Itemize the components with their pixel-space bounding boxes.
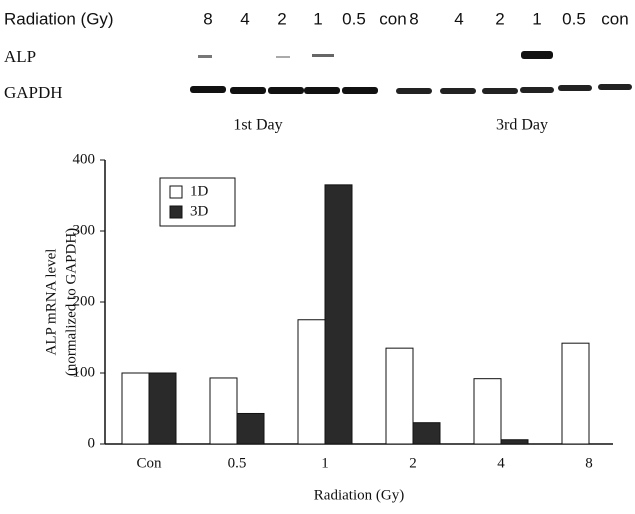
bar <box>474 379 501 444</box>
lane-label: 0.5 <box>562 9 586 28</box>
x-tick-label: 8 <box>585 455 593 471</box>
blot-row-title: Radiation (Gy) <box>4 9 114 28</box>
x-tick-label: 1 <box>321 455 329 471</box>
x-axis-label: Radiation (Gy) <box>314 487 404 503</box>
lane-label: 4 <box>454 9 463 28</box>
lane-label: 8 <box>409 9 418 28</box>
x-tick-label: 4 <box>497 455 505 471</box>
blot-group-label: 1st Day <box>233 117 282 134</box>
y-tick-label: 400 <box>73 151 96 167</box>
bar <box>562 343 589 444</box>
band <box>440 88 476 94</box>
band <box>520 87 554 93</box>
band <box>276 56 290 58</box>
figure: Radiation (Gy) ALP GAPDH 1st Day 3rd Day… <box>0 0 635 514</box>
blot-group-label: 3rd Day <box>496 117 548 134</box>
legend-swatch <box>170 206 182 218</box>
y-axis-label: (normalized to GAPDH) <box>63 228 79 376</box>
band <box>312 54 334 57</box>
x-tick-label: 2 <box>409 455 417 471</box>
lane-label: 1 <box>313 9 322 28</box>
bar <box>210 378 237 444</box>
bar <box>122 373 149 444</box>
legend-label: 1D <box>190 183 209 199</box>
band <box>304 87 340 94</box>
legend-swatch <box>170 186 182 198</box>
band <box>598 84 632 90</box>
x-tick-label: 0.5 <box>228 455 247 471</box>
bar <box>149 373 176 444</box>
lane-label: con <box>601 9 628 28</box>
band <box>268 87 304 94</box>
bar <box>501 440 528 444</box>
band <box>230 87 266 94</box>
bar <box>237 413 264 444</box>
lane-label: 4 <box>240 9 249 28</box>
bar <box>413 423 440 444</box>
band <box>198 55 212 58</box>
blot-bands <box>190 51 632 94</box>
lane-label: con <box>379 9 406 28</box>
bar <box>325 185 352 444</box>
band <box>558 85 592 91</box>
band <box>342 87 378 94</box>
legend-label: 3D <box>190 203 209 219</box>
band <box>396 88 432 94</box>
band <box>521 51 553 59</box>
bar <box>298 320 325 444</box>
y-tick-label: 0 <box>88 435 96 451</box>
lane-label: 8 <box>203 9 212 28</box>
lane-label: 1 <box>532 9 541 28</box>
lane-label: 0.5 <box>342 9 366 28</box>
blot-row-label: GAPDH <box>4 83 63 102</box>
blot-row-label: ALP <box>4 47 36 66</box>
band <box>190 86 226 93</box>
y-axis-label: ALP mRNA level <box>43 249 59 356</box>
x-tick-label: Con <box>136 455 162 471</box>
page: Radiation (Gy) ALP GAPDH 1st Day 3rd Day… <box>0 0 635 514</box>
lane-label: 2 <box>495 9 504 28</box>
lane-label: 2 <box>277 9 286 28</box>
band <box>482 88 518 94</box>
bar <box>386 348 413 444</box>
